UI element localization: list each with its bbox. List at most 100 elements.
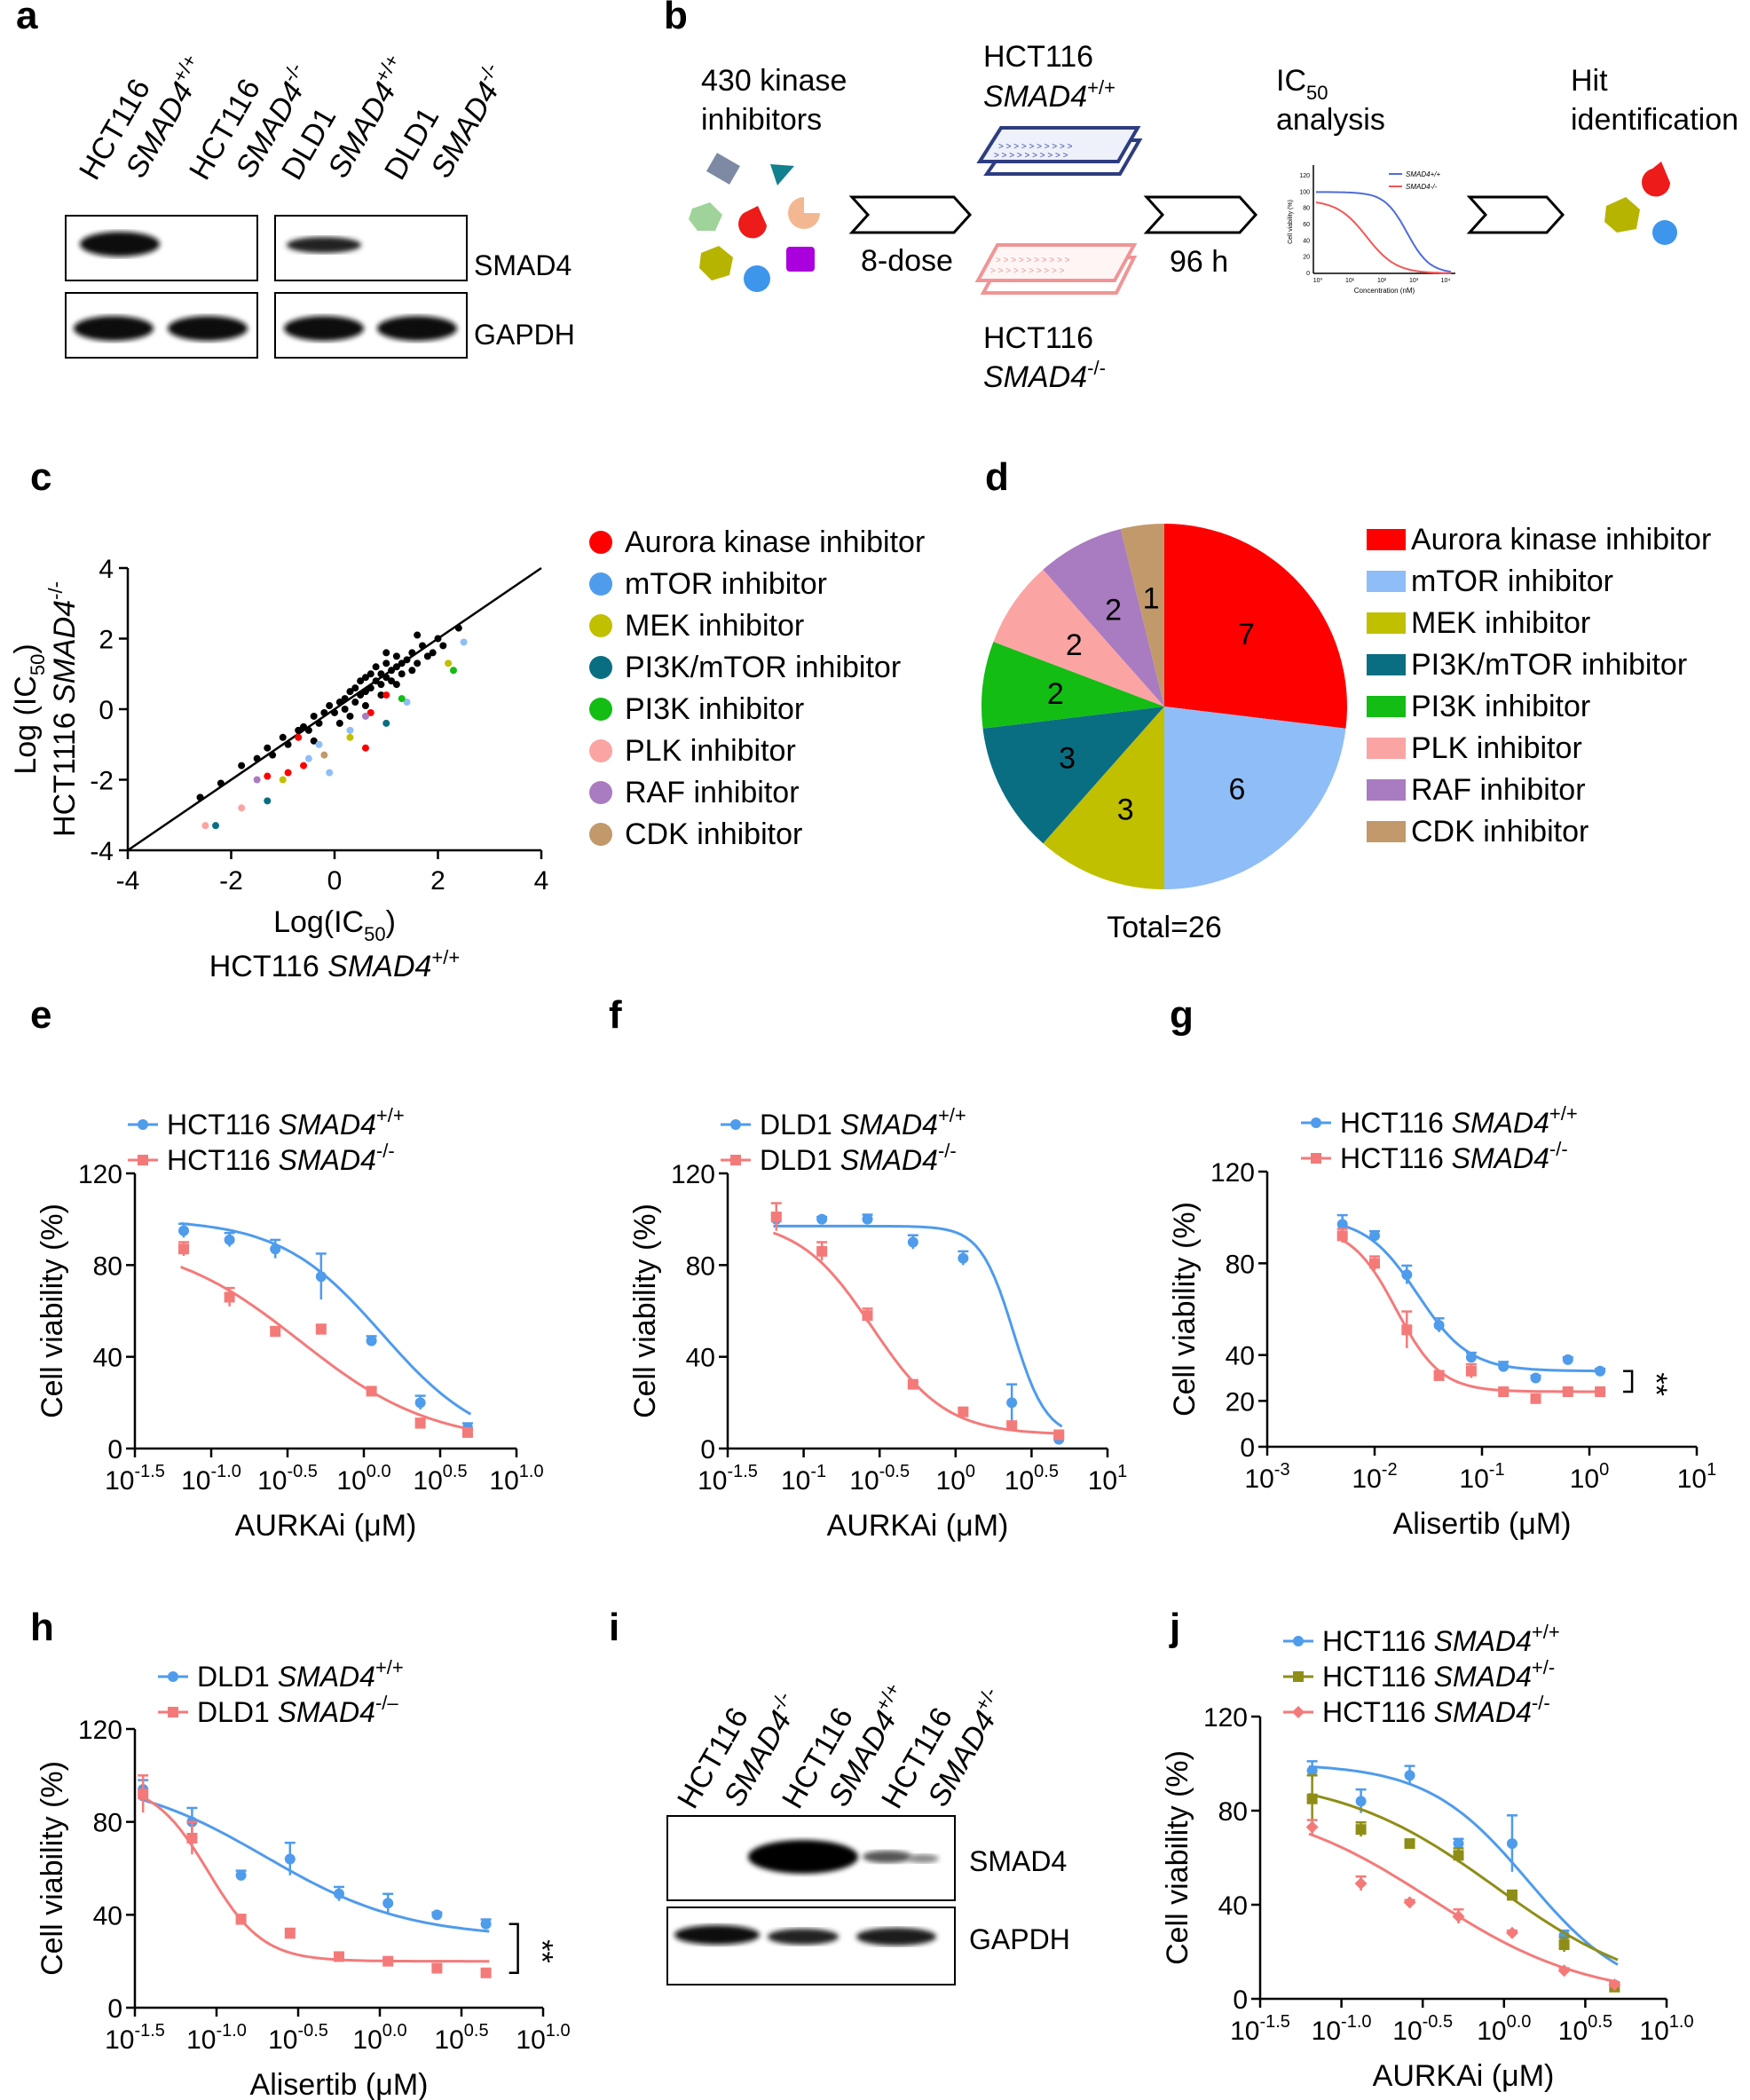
scatter-point bbox=[382, 649, 390, 657]
legend-label: DLD1 SMAD4-/– bbox=[197, 1692, 398, 1728]
x-tick-label: 10-1.0 bbox=[186, 2021, 247, 2055]
data-point bbox=[1506, 1838, 1517, 1850]
fit-curve bbox=[1339, 1223, 1603, 1373]
y-tick-label: 80 bbox=[686, 1251, 715, 1281]
y-tick-label: 120 bbox=[78, 1160, 122, 1189]
band-gapdh-4 bbox=[377, 316, 457, 341]
legend-label: PI3K/mTOR inhibitor bbox=[1411, 648, 1687, 682]
legend-label: HCT116 SMAD4-/- bbox=[1322, 1692, 1550, 1728]
x-tick-label: 10-2 bbox=[1352, 1460, 1397, 1494]
data-point bbox=[414, 1397, 426, 1409]
data-point bbox=[366, 1386, 377, 1397]
data-point bbox=[1498, 1386, 1510, 1397]
significance-stars: ** bbox=[525, 1939, 559, 1962]
data-point bbox=[1354, 1877, 1368, 1891]
pie-slice bbox=[993, 569, 1164, 707]
band-gapdh-2 bbox=[168, 316, 248, 341]
legend-swatch bbox=[589, 698, 612, 721]
x-tick-label: 101.0 bbox=[516, 2021, 570, 2055]
mini-ytick: 60 bbox=[1303, 222, 1310, 228]
data-point bbox=[284, 1853, 296, 1865]
y-tick-label: 40 bbox=[93, 1901, 122, 1930]
panel-letter-h: h bbox=[30, 1606, 54, 1649]
data-point bbox=[1403, 1896, 1416, 1909]
x-tick-label: 10-1.5 bbox=[698, 1462, 758, 1496]
fit-curve bbox=[180, 1222, 472, 1416]
y-tick-label: 40 bbox=[1218, 1891, 1248, 1921]
compound-shape bbox=[788, 197, 820, 229]
data-point bbox=[138, 1155, 148, 1165]
y-tick-label: 0 bbox=[107, 1994, 122, 2024]
data-point bbox=[334, 1951, 344, 1962]
scatter-point bbox=[361, 674, 369, 682]
panel-letter-a: a bbox=[16, 0, 38, 37]
legend-label: PI3K inhibitor bbox=[1411, 690, 1590, 723]
data-point bbox=[186, 1832, 198, 1843]
mini-curve-wt bbox=[1316, 191, 1452, 273]
panel-a: a HCT116 SMAD4+/+ HCT116 SMAD4-/- DLD1 S… bbox=[16, 0, 575, 359]
scatter-point bbox=[382, 674, 390, 682]
scatter-point bbox=[300, 722, 308, 730]
data-point bbox=[1562, 1386, 1573, 1397]
scatter-point bbox=[454, 624, 462, 632]
mini-ylabel: Cell viability (%) bbox=[1288, 200, 1294, 244]
legend-swatch bbox=[1367, 821, 1406, 842]
compound-shape bbox=[744, 265, 770, 292]
scatter-point-mek bbox=[279, 776, 287, 784]
x-axis-label: AURKAi (μM) bbox=[235, 1509, 417, 1543]
legend-swatch bbox=[1367, 696, 1406, 717]
flow-arrow-3 bbox=[1466, 195, 1565, 234]
x-tick-label: 10-3 bbox=[1244, 1460, 1289, 1494]
mini-ytick: 20 bbox=[1303, 255, 1310, 261]
scatter-point bbox=[392, 663, 400, 671]
data-point bbox=[138, 1788, 149, 1800]
data-point bbox=[431, 1909, 443, 1921]
y-tick-label: 80 bbox=[1226, 1250, 1255, 1279]
scatter-point bbox=[377, 681, 385, 689]
x-tick-label: 2 bbox=[430, 866, 445, 896]
legend-c: Aurora kinase inhibitor mTOR inhibitor MEK… bbox=[589, 525, 925, 851]
scatter-point-pi3kmtor bbox=[212, 822, 220, 830]
scatter-point bbox=[196, 793, 204, 801]
x-tick-label: 10-1.0 bbox=[1312, 2012, 1372, 2046]
scatter-point-mtor bbox=[315, 740, 323, 748]
x-axis-label: AURKAi (μM) bbox=[1373, 2059, 1555, 2093]
x-tick-label: 0 bbox=[327, 866, 343, 896]
fit-curve bbox=[138, 1794, 490, 1963]
pie-slice bbox=[1043, 529, 1164, 707]
x-tick-label: 100.0 bbox=[336, 1462, 390, 1496]
data-point bbox=[907, 1236, 918, 1248]
x-tick-label: 101.0 bbox=[1639, 2012, 1693, 2046]
plate-wt: > > > > > > > > > > > > > > > > > > > > bbox=[976, 126, 1143, 176]
scatter-point-pi3kmtor bbox=[382, 719, 390, 727]
scatter-point bbox=[326, 702, 334, 710]
mini-ytick: 120 bbox=[1299, 173, 1310, 179]
band-i-smad4-wt bbox=[748, 1840, 858, 1874]
scatter-point bbox=[398, 670, 406, 678]
scatter-point bbox=[429, 649, 437, 657]
scatter-point bbox=[238, 762, 246, 770]
legend-swatch bbox=[1367, 738, 1406, 759]
data-point bbox=[1306, 1764, 1318, 1776]
y-axis-label: Log (IC50) bbox=[9, 643, 49, 774]
y-tick-label: -4 bbox=[90, 837, 114, 866]
panel-letter-g: g bbox=[1170, 993, 1194, 1037]
scatter-point bbox=[372, 663, 380, 671]
legend-label: DLD1 SMAD4+/+ bbox=[760, 1104, 966, 1141]
scatter-point bbox=[439, 642, 447, 650]
x-tick-label: 100.0 bbox=[352, 2021, 406, 2055]
library-line2: inhibitors bbox=[701, 103, 822, 137]
scatter-point bbox=[335, 699, 343, 707]
pie-slice bbox=[1164, 524, 1347, 729]
library-line1: 430 kinase bbox=[701, 64, 847, 98]
data-point bbox=[382, 1898, 394, 1909]
scatter-point bbox=[357, 691, 365, 699]
legend-label: PI3K/mTOR inhibitor bbox=[625, 651, 901, 684]
scatter-point bbox=[367, 670, 374, 678]
x-axis-label: Log(IC50) bbox=[273, 905, 396, 945]
scatter-point bbox=[367, 684, 374, 692]
legend-swatch bbox=[1367, 654, 1406, 675]
mini-xtick: 10⁰ bbox=[1313, 277, 1323, 284]
